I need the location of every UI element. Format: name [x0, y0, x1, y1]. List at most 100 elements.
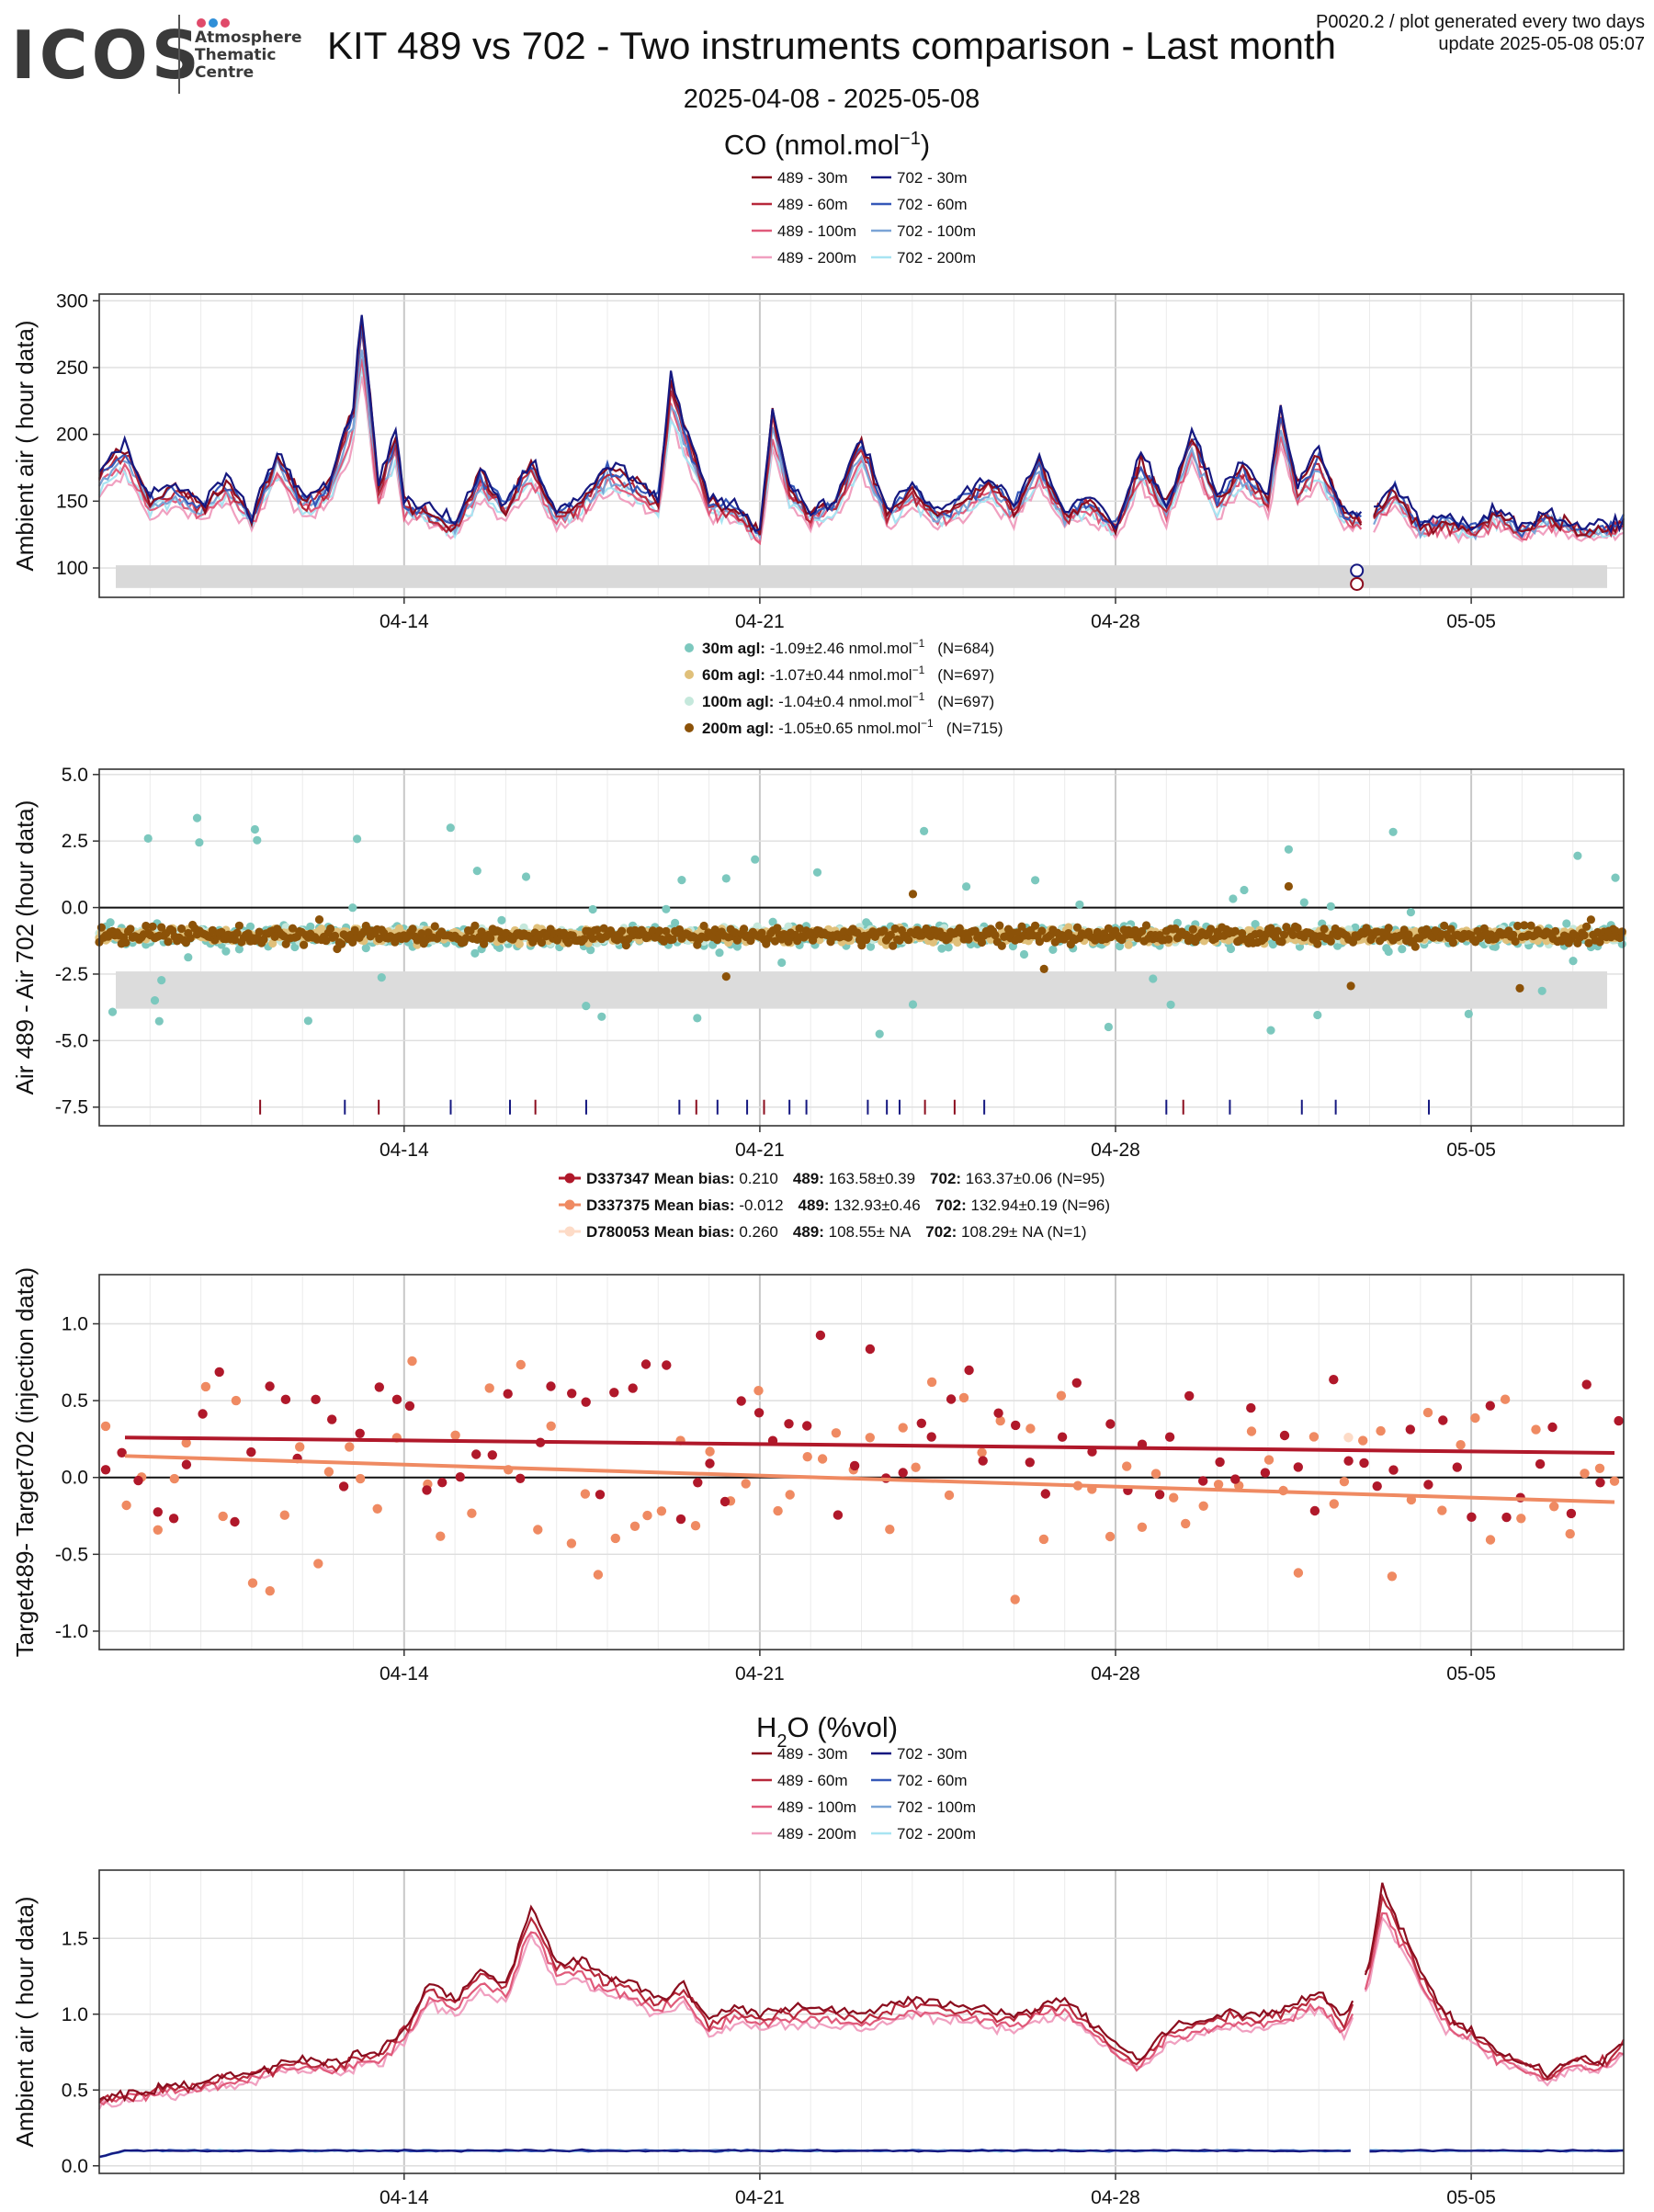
x-tick-label: 04-28: [1091, 1663, 1140, 1685]
y-tick-label: 0.0: [62, 898, 88, 919]
diff-point-200m-agl: [904, 936, 913, 945]
target-point-D337347: [640, 1359, 651, 1369]
outlier-marker: [1350, 563, 1365, 578]
legend-label: 702 - 30m: [897, 1745, 968, 1763]
diff-point-30m-agl: [195, 838, 204, 847]
diff-point-200m-agl: [322, 936, 331, 946]
co_diff-plot-area: [95, 769, 1626, 1126]
target-point-D337375: [1609, 1476, 1620, 1486]
diff-point-200m-agl: [1164, 935, 1173, 944]
diff-point-30m-agl: [920, 826, 929, 836]
legend-label: D337347 Mean bias: 0.210 489: 163.58±0.39…: [586, 1170, 1105, 1187]
diff-point-30m-agl: [1075, 900, 1084, 909]
diff-point-200m-agl: [1171, 924, 1180, 934]
target-point-D337347: [1154, 1490, 1165, 1500]
h2o_ambient-plot-area: [98, 1870, 1625, 2173]
diff-point-200m-agl: [470, 921, 480, 931]
diff-point-30m-agl: [1537, 986, 1546, 995]
trend-line-D337347: [124, 1435, 1615, 1455]
target-point-D337347: [1164, 1432, 1175, 1442]
target-point-D337375: [218, 1511, 228, 1522]
diff-point-200m-agl: [1230, 926, 1240, 936]
diff-point-30m-agl: [1299, 898, 1308, 907]
diff-point-200m-agl: [991, 931, 1000, 940]
y-tick-label: -5.0: [55, 1030, 88, 1051]
target-point-D337375: [169, 1473, 179, 1484]
diff-point-200m-agl: [300, 940, 309, 949]
489-h2o-series-line: [98, 1911, 1625, 2106]
diff-point-200m-agl: [486, 934, 495, 943]
target-point-D337347: [1105, 1419, 1116, 1429]
target_diff-plot-area: [98, 1275, 1625, 1650]
plot-frame: [98, 768, 1625, 1127]
diff-point-200m-agl: [1288, 930, 1297, 940]
diff-point-200m-agl: [157, 923, 166, 932]
target-point-D337347: [1057, 1432, 1068, 1442]
y-tick-label: 200: [56, 425, 88, 446]
y-tick-label: 1.0: [62, 2004, 88, 2025]
y-tick-label: -0.5: [55, 1544, 88, 1565]
diff-point-60m-agl: [1124, 940, 1133, 949]
diff-point-30m-agl: [1048, 945, 1058, 954]
diff-point-30m-agl: [245, 922, 255, 931]
x-tick-label: 04-14: [380, 611, 429, 632]
y-tick-label: 0.0: [62, 2156, 88, 2177]
target-point-D337347: [374, 1382, 384, 1392]
target-point-D337375: [1376, 1425, 1386, 1436]
target-point-D337347: [964, 1365, 974, 1376]
target-point-D337347: [1260, 1468, 1271, 1478]
target-point-D337375: [372, 1503, 382, 1514]
target-point-D337375: [802, 1452, 812, 1462]
legend-label: 489 - 30m: [777, 169, 848, 187]
diff-point-200m-agl: [997, 941, 1006, 950]
diff-point-200m-agl: [1515, 983, 1524, 993]
diff-point-30m-agl: [588, 904, 597, 914]
target-point-D337347: [1293, 1462, 1304, 1472]
target-point-D337375: [279, 1510, 289, 1520]
diff-point-30m-agl: [472, 867, 481, 876]
target-point-D337347: [567, 1389, 577, 1399]
target-point-D337347: [581, 1397, 591, 1407]
diff-point-200m-agl: [1320, 925, 1329, 934]
y-tick-label: -7.5: [55, 1097, 88, 1118]
diff-point-30m-agl: [1388, 827, 1398, 836]
target-point-D337375: [295, 1442, 305, 1452]
diff-point-200m-agl: [889, 941, 898, 950]
co_ambient-plot-area: [97, 294, 1626, 597]
diff-point-30m-agl: [1229, 894, 1238, 903]
diff-point-30m-agl: [108, 1007, 118, 1016]
target-point-D780053: [1343, 1433, 1354, 1443]
target-point-D337375: [1010, 1594, 1020, 1605]
plot-frame: [98, 293, 1625, 598]
diff-point-200m-agl: [326, 924, 335, 934]
co-section-title: CO (nmol.mol−1): [724, 129, 930, 161]
target-point-D337375: [1339, 1477, 1350, 1487]
legend-label: 489 - 60m: [777, 196, 848, 213]
logo-separator: [178, 15, 180, 94]
diff-point-200m-agl: [208, 925, 217, 935]
target-point-D337375: [153, 1525, 163, 1536]
target-point-D337375: [407, 1356, 417, 1367]
target-point-D337347: [753, 1408, 765, 1418]
target-point-D337375: [323, 1467, 334, 1477]
diff-point-200m-agl: [579, 935, 589, 944]
trend-line-D337375: [124, 1454, 1615, 1504]
diff-point-200m-agl: [662, 926, 671, 936]
diff-point-200m-agl: [288, 924, 298, 933]
legend-label: 200m agl: -1.05±0.65 nmol.mol−1 (N=715): [702, 717, 1003, 737]
diff-point-200m-agl: [853, 928, 862, 937]
target-point-D337375: [247, 1578, 258, 1588]
target-point-D337347: [214, 1367, 224, 1378]
legend-key: [564, 1226, 575, 1237]
legend-label: 30m agl: -1.09±2.46 nmol.mol−1 (N=684): [702, 637, 994, 657]
legend-label: 702 - 30m: [897, 169, 968, 187]
target-point-D337375: [1122, 1461, 1132, 1471]
diff-point-200m-agl: [1520, 921, 1529, 930]
legend-label: 702 - 100m: [897, 1798, 976, 1816]
diff-point-30m-agl: [303, 1016, 312, 1026]
diff-point-30m-agl: [944, 943, 953, 952]
diff-point-200m-agl: [126, 925, 135, 934]
target-point-D337347: [1246, 1402, 1256, 1413]
diff-point-200m-agl: [375, 934, 384, 944]
diff-point-200m-agl: [231, 936, 240, 945]
